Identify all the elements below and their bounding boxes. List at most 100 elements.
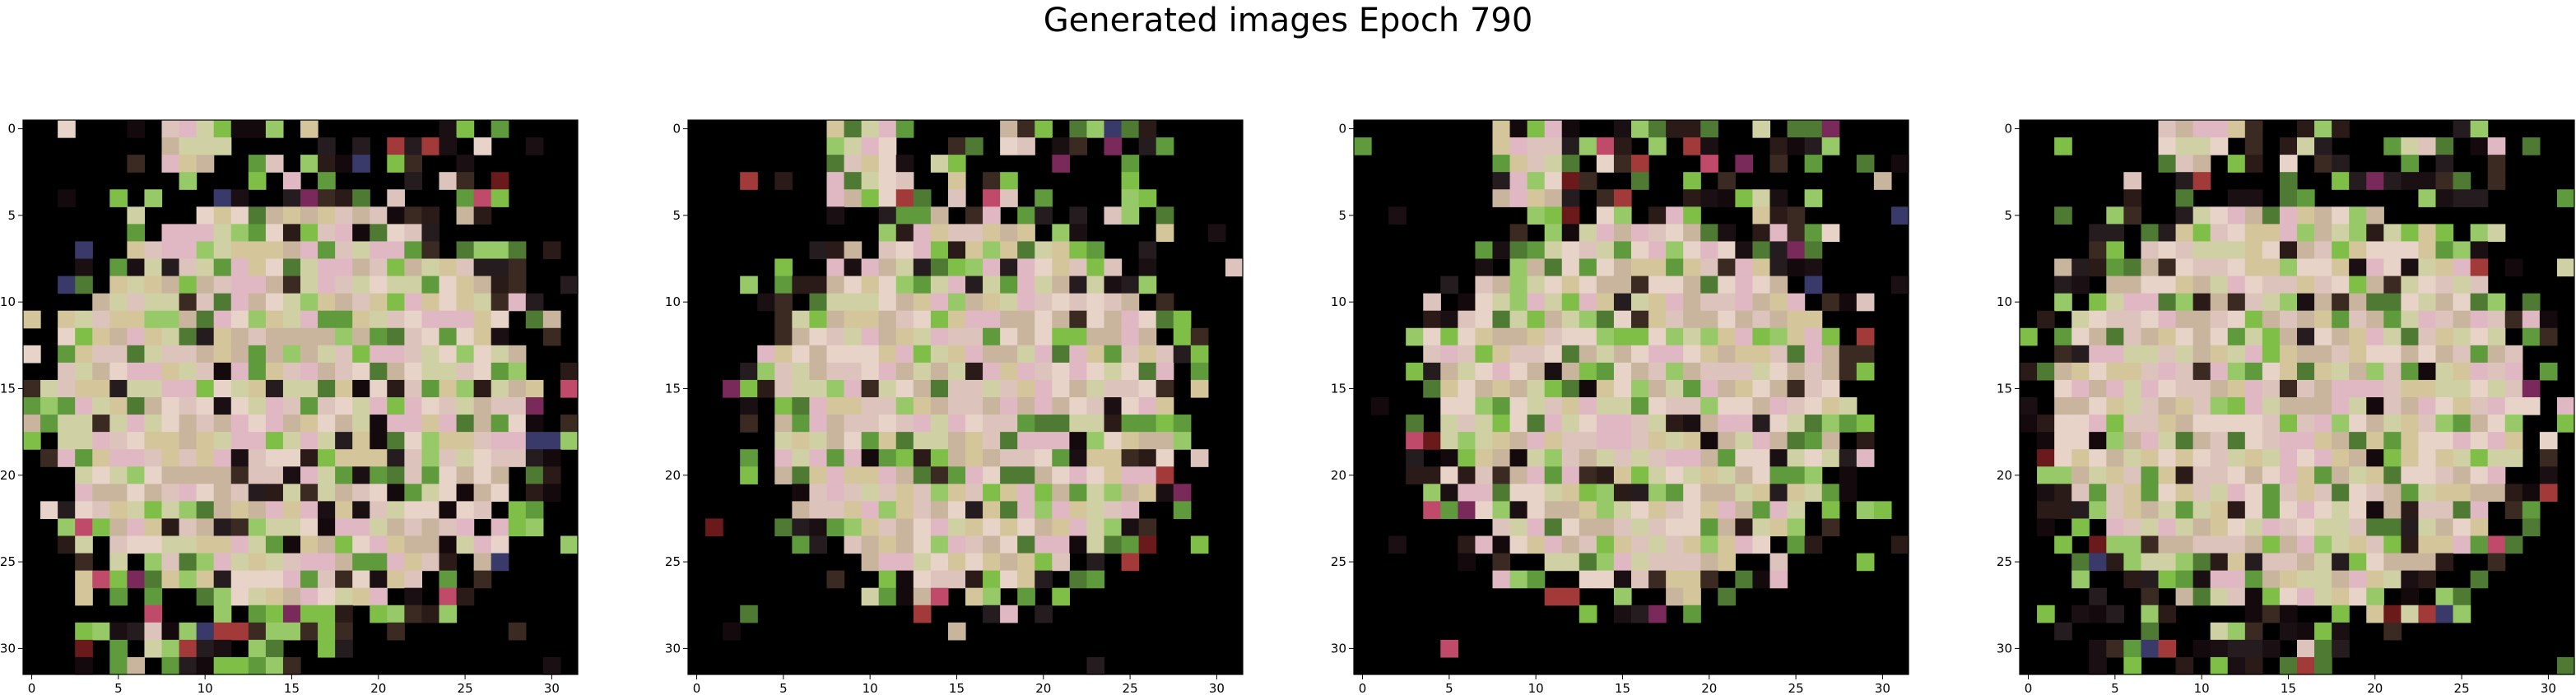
pixel-cell — [930, 327, 949, 346]
pixel-cell — [1787, 241, 1806, 260]
pixel-cell — [1475, 415, 1494, 433]
pixel-cell — [2383, 224, 2402, 243]
pixel-cell — [92, 327, 110, 346]
pixel-cell — [2192, 155, 2211, 173]
pixel-cell — [1683, 120, 1701, 138]
pixel-cell — [370, 415, 388, 433]
pixel-cell — [1769, 310, 1788, 329]
pixel-cell — [2192, 327, 2211, 346]
pixel-cell — [792, 362, 811, 381]
pixel-cell — [1839, 293, 1858, 312]
pixel-cell — [196, 397, 215, 415]
pixel-cell — [1104, 362, 1123, 381]
x-tick-label: 5 — [779, 681, 788, 695]
pixel-cell — [1052, 362, 1070, 381]
pixel-cell — [282, 224, 301, 243]
pixel-cell — [844, 172, 863, 190]
pixel-cell — [1821, 397, 1840, 415]
pixel-cell — [144, 345, 163, 364]
pixel-cell — [2522, 397, 2541, 415]
pixel-cell — [2401, 432, 2420, 450]
pixel-cell — [1787, 310, 1806, 329]
pixel-cell — [2106, 293, 2124, 312]
pixel-cell — [1804, 415, 1823, 433]
x-tick-label: 15 — [2281, 681, 2296, 695]
pixel-cell — [196, 415, 215, 433]
pixel-cell — [1561, 120, 1580, 138]
pixel-cell — [1527, 501, 1546, 520]
pixel-cell — [300, 327, 319, 346]
pixel-cell — [1700, 293, 1718, 312]
pixel-cell — [1596, 224, 1615, 243]
pixel-cell — [2297, 570, 2315, 589]
pixel-cell — [913, 535, 932, 554]
pixel-cell — [179, 362, 198, 381]
pixel-cell — [895, 587, 914, 606]
pixel-cell — [1121, 432, 1140, 450]
pixel-cell — [1207, 224, 1226, 243]
pixel-cell — [774, 379, 793, 398]
pixel-cell — [1735, 484, 1754, 502]
pixel-cell — [2175, 276, 2194, 294]
pixel-cell — [947, 293, 966, 312]
pixel-cell — [109, 484, 128, 502]
pixel-cell — [983, 501, 1001, 520]
pixel-cell — [213, 484, 232, 502]
pixel-cell — [1769, 241, 1788, 260]
pixel-cell — [352, 258, 370, 277]
pixel-cell — [861, 276, 880, 294]
pixel-cell — [1666, 241, 1684, 260]
pixel-cell — [1718, 449, 1736, 467]
pixel-cell — [1752, 206, 1771, 225]
pixel-cell — [1666, 293, 1684, 312]
pixel-cell — [1839, 415, 1858, 433]
pixel-cell — [58, 310, 76, 329]
pixel-cell — [1035, 120, 1053, 138]
pixel-cell — [127, 656, 146, 675]
pixel-cell — [2418, 484, 2437, 502]
pixel-cell — [1561, 397, 1580, 415]
pixel-cell — [525, 501, 544, 520]
pixel-cell — [1856, 155, 1875, 173]
pixel-cell — [491, 466, 509, 484]
pixel-cell — [1769, 379, 1788, 398]
pixel-cell — [1648, 137, 1667, 155]
pixel-cell — [161, 362, 180, 381]
pixel-cell — [2141, 484, 2160, 502]
pixel-cell — [1666, 518, 1684, 537]
pixel-cell — [491, 535, 509, 554]
pixel-cell — [1787, 501, 1806, 520]
pixel-cell — [1579, 605, 1597, 623]
pixel-cell — [1035, 570, 1053, 589]
pixel-cell — [352, 327, 370, 346]
pixel-cell — [2158, 449, 2177, 467]
pixel-cell — [300, 484, 319, 502]
pixel-cell — [1683, 587, 1701, 606]
pixel-cell — [2401, 466, 2420, 484]
pixel-cell — [318, 345, 336, 364]
pixel-cell — [792, 518, 811, 537]
y-tick-label: 30 — [665, 641, 681, 656]
y-tick-label: 10 — [0, 294, 16, 309]
pixel-cell — [2487, 362, 2506, 381]
pixel-cell — [1648, 327, 1667, 346]
pixel-cell — [387, 362, 405, 381]
pixel-cell — [1104, 206, 1123, 225]
pixel-cell — [1648, 553, 1667, 572]
pixel-cell — [1561, 241, 1580, 260]
pixel-cell — [1700, 379, 1718, 398]
pixel-cell — [1683, 189, 1701, 207]
pixel-cell — [2244, 310, 2263, 329]
pixel-cell — [947, 258, 966, 277]
pixel-cell — [2453, 518, 2471, 537]
pixel-cell — [404, 241, 423, 260]
pixel-cell — [2192, 224, 2211, 243]
pixel-cell — [878, 137, 897, 155]
pixel-cell — [1069, 484, 1088, 502]
pixel-cell — [2314, 466, 2332, 484]
pixel-cell — [2175, 362, 2194, 381]
pixel-cell — [1804, 327, 1823, 346]
pixel-cell — [2158, 362, 2177, 381]
